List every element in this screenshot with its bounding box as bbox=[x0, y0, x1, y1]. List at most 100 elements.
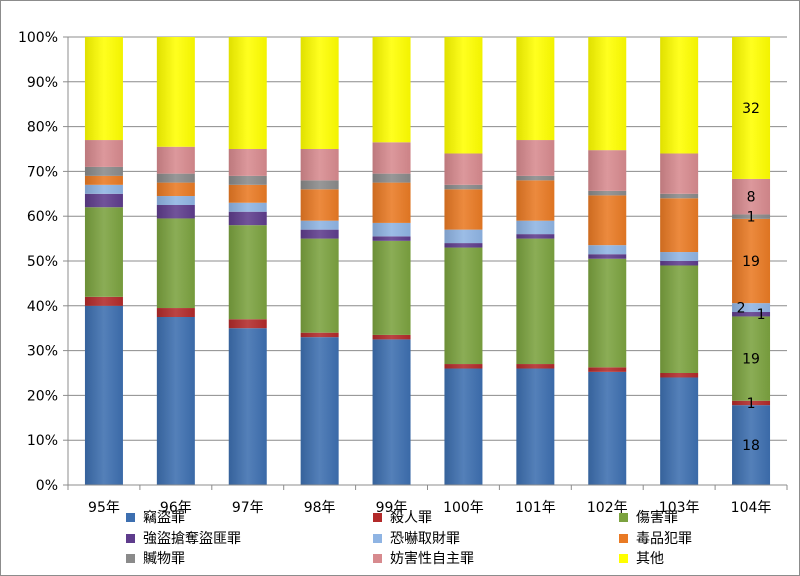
legend-item: 其他 bbox=[619, 548, 664, 568]
bar-segment bbox=[156, 317, 195, 485]
bar-segment bbox=[444, 153, 483, 185]
bar-segment bbox=[156, 218, 195, 309]
bar-segment bbox=[228, 319, 267, 329]
bar-segment bbox=[300, 149, 339, 181]
legend-label: 贓物罪 bbox=[143, 551, 185, 567]
legend-label: 強盜搶奪盜匪罪 bbox=[143, 531, 241, 547]
x-tick-label: 96年 bbox=[160, 500, 192, 516]
bar-segment bbox=[84, 140, 123, 167]
bar-segment bbox=[732, 303, 771, 313]
y-tick-label: 20% bbox=[27, 388, 58, 404]
bar-segment bbox=[300, 337, 339, 485]
bar-segment bbox=[660, 37, 699, 154]
bar-segment bbox=[516, 234, 555, 239]
bar-segment bbox=[516, 37, 555, 141]
y-tick-label: 80% bbox=[27, 120, 58, 136]
bar-segment bbox=[732, 400, 771, 406]
legend-label: 竊盜罪 bbox=[143, 510, 185, 526]
bar-segment bbox=[372, 173, 411, 183]
x-tick-label: 98年 bbox=[304, 500, 336, 516]
bar-segment bbox=[732, 37, 771, 179]
bar-segment bbox=[300, 220, 339, 230]
axes bbox=[67, 37, 787, 486]
bar-segment bbox=[156, 182, 195, 197]
bar-segment bbox=[228, 211, 267, 226]
bar-segment bbox=[84, 193, 123, 208]
bar-segment bbox=[516, 364, 555, 369]
y-tick-label: 10% bbox=[27, 433, 58, 449]
bar-segment bbox=[516, 220, 555, 235]
bar-segment bbox=[660, 373, 699, 378]
legend-swatch bbox=[619, 533, 628, 543]
bar-segment bbox=[660, 265, 699, 373]
bar-segment bbox=[84, 175, 123, 185]
legend-item: 傷害罪 bbox=[619, 507, 678, 527]
legend-label: 毒品犯罪 bbox=[636, 531, 692, 547]
bar-segment bbox=[444, 243, 483, 248]
bar-segment bbox=[372, 236, 411, 241]
legend-item: 竊盜罪 bbox=[126, 507, 185, 527]
bar-segment bbox=[156, 173, 195, 183]
bar-segment bbox=[732, 312, 771, 317]
bar-segment bbox=[516, 140, 555, 176]
legend-swatch bbox=[373, 553, 382, 563]
bar-segment bbox=[156, 146, 195, 174]
bar-segment bbox=[660, 193, 699, 199]
legend-item: 毒品犯罪 bbox=[619, 528, 692, 548]
legend-swatch bbox=[619, 512, 628, 522]
bar-segment bbox=[84, 37, 123, 141]
bar-segment bbox=[588, 254, 627, 259]
bar-segment bbox=[156, 308, 195, 317]
bar-segment bbox=[516, 238, 555, 365]
y-tick-label: 100% bbox=[18, 30, 58, 46]
bar-segment bbox=[228, 175, 267, 185]
bar-segment bbox=[228, 184, 267, 203]
y-tick-labels: 0% 10% 20% 30% 40% 50% 60% 70% 80% 90% 100% bbox=[18, 30, 58, 494]
bar-segment bbox=[228, 149, 267, 176]
data-label: 19 bbox=[742, 254, 760, 270]
bar-segment bbox=[444, 247, 483, 365]
bar-segment bbox=[444, 229, 483, 244]
bar-segment bbox=[444, 368, 483, 485]
x-tick-labels: 95年 96年 97年 98年 99年 100年 101年 102年 103年 104年 bbox=[88, 500, 771, 516]
legend-item: 強盜搶奪盜匪罪 bbox=[126, 528, 241, 548]
bar-segment bbox=[84, 207, 123, 297]
data-label: 32 bbox=[742, 101, 760, 117]
legend-item: 殺人罪 bbox=[373, 507, 432, 527]
bar-segment bbox=[660, 153, 699, 194]
bar-segment bbox=[228, 202, 267, 212]
bar-segment bbox=[588, 367, 627, 372]
y-tick-label: 40% bbox=[27, 299, 58, 315]
legend-item: 贓物罪 bbox=[126, 548, 185, 568]
bar-segment bbox=[516, 175, 555, 181]
bar-segment bbox=[444, 189, 483, 230]
legend-label: 恐嚇取財罪 bbox=[390, 531, 460, 547]
x-tick-label: 104年 bbox=[731, 500, 772, 516]
bar-segment bbox=[732, 214, 771, 219]
bar-segment bbox=[372, 339, 411, 485]
bar-segment bbox=[660, 198, 699, 253]
bar-segment bbox=[372, 222, 411, 237]
bar-segment bbox=[228, 225, 267, 320]
legend-item: 妨害性自主罪 bbox=[373, 548, 474, 568]
y-tick-label: 70% bbox=[27, 164, 58, 180]
bar-segment bbox=[588, 37, 627, 151]
y-tick-label: 50% bbox=[27, 254, 58, 270]
bars bbox=[84, 37, 771, 485]
bar-segment bbox=[228, 37, 267, 149]
bar-segment bbox=[156, 196, 195, 205]
bar-segment bbox=[660, 377, 699, 485]
y-tick-label: 30% bbox=[27, 344, 58, 360]
legend-swatch bbox=[126, 512, 135, 522]
bar-segment bbox=[372, 142, 411, 174]
bar-segment bbox=[372, 334, 411, 340]
bar-segment bbox=[372, 240, 411, 335]
bar-segment bbox=[300, 180, 339, 190]
y-tick-label: 0% bbox=[36, 478, 58, 494]
legend-item: 恐嚇取財罪 bbox=[373, 528, 460, 548]
bar-segment bbox=[588, 150, 627, 191]
data-label: 1 bbox=[757, 307, 766, 323]
bar-segment bbox=[732, 405, 771, 485]
